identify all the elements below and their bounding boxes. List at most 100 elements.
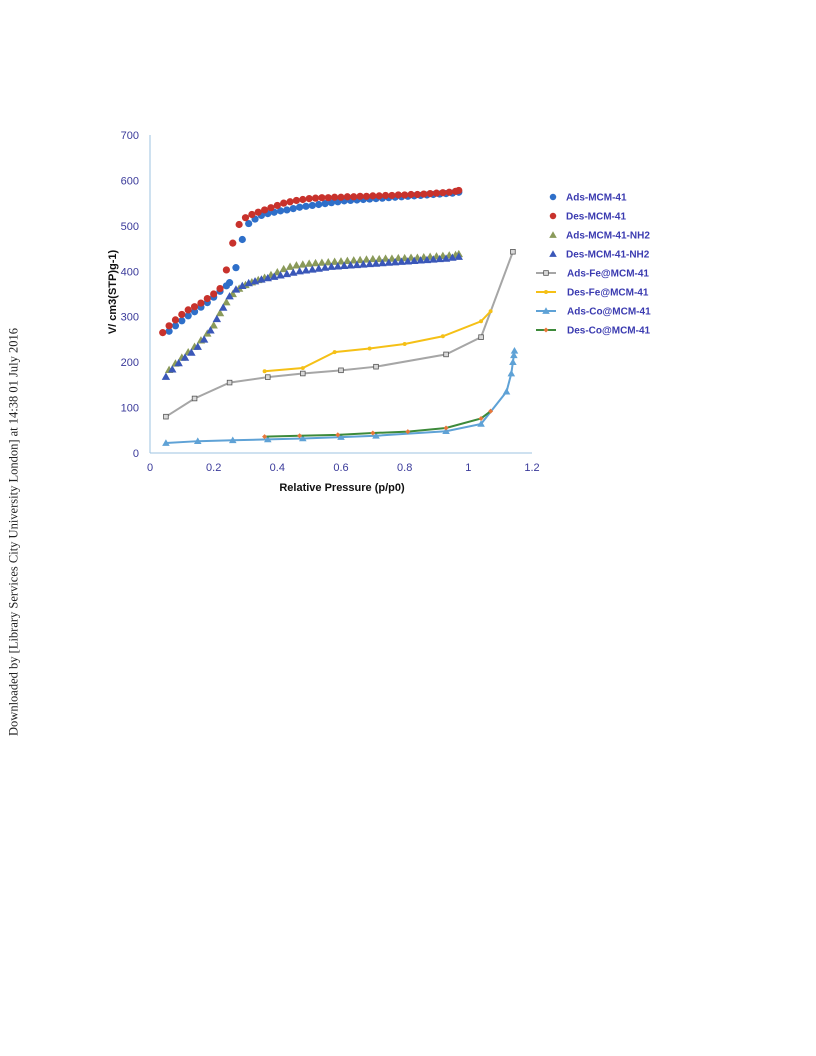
data-point (162, 439, 170, 446)
data-point (161, 372, 171, 380)
data-point (432, 189, 441, 197)
series-des-mcm-41-nh2 (161, 252, 463, 380)
data-point (356, 192, 364, 200)
data-point (190, 308, 199, 316)
data-point (228, 436, 237, 444)
data-point (331, 193, 339, 201)
data-point (339, 261, 349, 269)
data-point (191, 395, 198, 402)
legend-item: Ads-Fe@MCM-41 (536, 269, 649, 280)
data-point (263, 273, 272, 282)
data-point (248, 210, 256, 219)
data-point (359, 260, 368, 268)
data-point (286, 198, 294, 206)
data-point (502, 387, 511, 395)
series-des-mcm-41 (159, 186, 463, 337)
data-point (305, 195, 313, 203)
x-tick-label: 0.4 (270, 462, 285, 474)
data-point (478, 415, 484, 421)
data-point (394, 191, 402, 199)
data-point (300, 370, 306, 377)
data-point (405, 429, 411, 435)
chart-axes: 0 100 200 300 400 500 600 700 0 0.2 0.4 0.6 0.8 1 1.2 (121, 130, 540, 474)
data-point (420, 190, 428, 198)
data-point (365, 259, 374, 268)
data-point (216, 284, 224, 293)
legend-item: Des-Fe@MCM-41 (536, 288, 649, 299)
data-point (174, 358, 183, 367)
data-point (416, 256, 425, 264)
legend-marker (542, 307, 550, 314)
data-point (159, 329, 167, 337)
data-point (178, 310, 186, 319)
data-point (285, 262, 295, 270)
data-point (426, 190, 434, 198)
legend-marker (543, 327, 549, 333)
y-tick-label: 100 (121, 403, 139, 415)
data-point (289, 268, 298, 276)
data-point (165, 327, 173, 335)
data-point (168, 365, 177, 373)
series-ads-co-mcm-41 (162, 347, 519, 446)
data-point (440, 334, 445, 339)
data-point (371, 259, 381, 267)
data-point (262, 434, 268, 440)
data-point (317, 258, 327, 266)
data-point (311, 194, 320, 202)
data-point (332, 350, 337, 355)
data-point (297, 433, 303, 439)
data-point (362, 255, 371, 263)
data-point (264, 435, 272, 443)
y-tick-label: 500 (121, 221, 139, 233)
data-point (235, 220, 243, 229)
data-point (302, 202, 310, 210)
data-point (445, 188, 453, 196)
data-point (241, 214, 250, 222)
legend-label: Ads-Co@MCM-41 (567, 307, 651, 318)
data-point (276, 207, 285, 215)
data-point (226, 379, 233, 386)
data-point (410, 256, 419, 264)
data-point (479, 319, 484, 324)
data-point (403, 257, 413, 265)
data-point (300, 366, 305, 371)
data-point (262, 369, 267, 374)
data-point (373, 363, 379, 370)
y-tick-label: 300 (121, 312, 139, 324)
data-point (407, 190, 415, 199)
legend-marker (544, 290, 548, 294)
data-point (429, 255, 438, 263)
data-point (369, 192, 377, 200)
data-point (390, 258, 400, 266)
data-point (352, 260, 362, 269)
data-point (178, 317, 186, 325)
data-point (289, 204, 297, 213)
data-point (346, 261, 355, 269)
data-point (324, 194, 332, 202)
data-point (229, 239, 237, 247)
data-point (190, 303, 199, 311)
data-point (163, 413, 169, 420)
data-point (193, 342, 202, 350)
legend-marker (549, 212, 557, 220)
data-point (215, 308, 225, 317)
data-point (413, 190, 421, 199)
x-tick-label: 0.8 (397, 462, 412, 474)
series-line (264, 410, 492, 438)
data-point (355, 255, 365, 264)
y-tick-label: 400 (121, 266, 139, 278)
data-point (304, 259, 314, 267)
data-point (510, 347, 519, 354)
series-layer (159, 186, 519, 446)
data-point (337, 433, 345, 440)
data-point (231, 285, 241, 293)
legend-label: Des-Co@MCM-41 (567, 326, 651, 337)
data-point (299, 434, 307, 442)
data-point (273, 201, 281, 210)
data-point (238, 235, 246, 244)
data-point (206, 326, 215, 334)
x-axis-title: Relative Pressure (p/p0) (279, 482, 405, 494)
legend-label: Ads-MCM-41 (566, 193, 627, 204)
data-point (394, 253, 403, 262)
